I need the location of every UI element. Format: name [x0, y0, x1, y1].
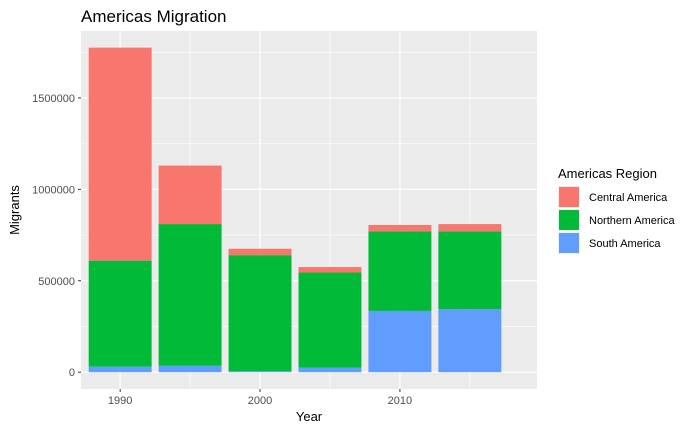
bar-segment-northern-america-2005 [298, 272, 362, 368]
x-tick-label: 1990 [108, 395, 132, 407]
legend: Americas Region Central America Northern … [558, 166, 675, 254]
bar-segment-central-america-2010 [368, 224, 432, 232]
bar-segment-south-america-1995 [158, 365, 222, 373]
legend-label: Central America [589, 192, 668, 204]
bar-segment-northern-america-2000 [228, 255, 292, 372]
y-tick-label: 1500000 [32, 93, 75, 105]
y-tick-label: 500000 [38, 276, 75, 288]
bar-segment-south-america-2015 [438, 309, 502, 373]
bar-segment-central-america-1990 [88, 47, 152, 261]
bar-segment-central-america-2005 [298, 267, 362, 273]
bar-segment-northern-america-2015 [438, 231, 502, 310]
y-tick-label: 1000000 [32, 184, 75, 196]
legend-key-northern-america [559, 210, 579, 230]
legend-key-south-america [559, 233, 579, 253]
x-tick-label: 2000 [248, 395, 272, 407]
bar-segment-south-america-1990 [88, 366, 152, 373]
bar-segment-south-america-2000 [228, 371, 292, 373]
bar-segment-northern-america-2010 [368, 231, 432, 311]
legend-title: Americas Region [558, 166, 657, 181]
y-axis: 0 500000 1000000 1500000 [32, 93, 81, 379]
legend-label: South America [589, 238, 661, 250]
bar-segment-northern-america-1990 [88, 260, 152, 367]
legend-label: Northern America [589, 215, 675, 227]
chart-title: Americas Migration [81, 7, 227, 26]
x-axis: 1990 2000 2010 [108, 389, 412, 407]
x-tick-label: 2010 [388, 395, 412, 407]
legend-key-central-america [559, 187, 579, 207]
bar-segment-south-america-2010 [368, 310, 432, 373]
bar-segment-south-america-2005 [298, 367, 362, 373]
bar-segment-central-america-2000 [228, 248, 292, 256]
y-axis-title: Migrants [7, 185, 22, 235]
x-axis-title: Year [296, 409, 323, 424]
bars [88, 47, 502, 373]
bar-segment-central-america-1995 [158, 165, 222, 225]
y-tick-label: 0 [69, 367, 75, 379]
bar-segment-central-america-2015 [438, 224, 502, 232]
bar-segment-northern-america-1995 [158, 224, 222, 366]
